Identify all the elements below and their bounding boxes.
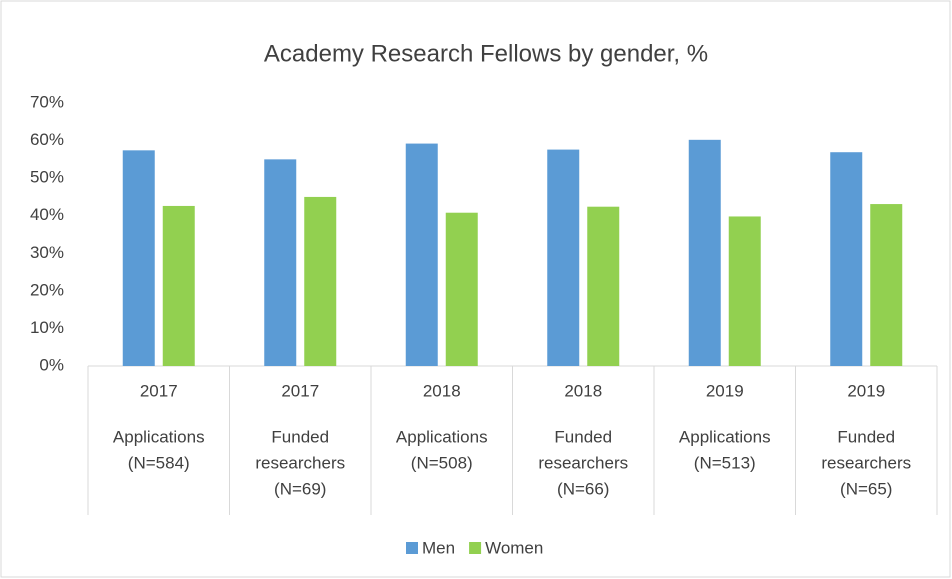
y-tick-label: 40% [30, 205, 64, 224]
x-tick-label: (N=69) [274, 479, 326, 498]
legend-swatch [406, 542, 418, 554]
y-tick-label: 50% [30, 168, 64, 187]
x-tick-label: Funded [837, 427, 895, 446]
x-tick-label: Applications [113, 427, 205, 446]
bar [405, 143, 438, 366]
x-tick-label: (N=584) [128, 453, 190, 472]
x-tick-label: Applications [679, 427, 771, 446]
x-tick-label: (N=508) [411, 453, 473, 472]
bar [264, 159, 297, 366]
x-tick-label: (N=65) [840, 479, 892, 498]
bar [587, 206, 620, 366]
x-tick-label: 2017 [140, 381, 178, 400]
y-tick-label: 60% [30, 130, 64, 149]
x-tick-label: Funded [554, 427, 612, 446]
bar [445, 212, 478, 366]
x-tick-label: researchers [821, 453, 911, 472]
bar [304, 196, 337, 366]
bar [728, 216, 761, 366]
y-tick-label: 70% [30, 92, 64, 111]
y-tick-label: 0% [39, 355, 64, 374]
bar [830, 152, 863, 366]
x-tick-label: Applications [396, 427, 488, 446]
x-tick-label: 2019 [706, 381, 744, 400]
bar [162, 205, 195, 366]
bar [870, 204, 903, 366]
x-tick-label: (N=66) [557, 479, 609, 498]
x-tick-label: researchers [538, 453, 628, 472]
bar [547, 149, 580, 366]
x-tick-label: 2017 [281, 381, 319, 400]
bar [122, 150, 155, 366]
x-tick-label: 2018 [564, 381, 602, 400]
legend-label: Women [485, 538, 543, 557]
x-tick-label: 2019 [847, 381, 885, 400]
y-tick-label: 20% [30, 280, 64, 299]
bar [688, 139, 721, 366]
x-tick-label: Funded [271, 427, 329, 446]
legend-label: Men [422, 538, 455, 557]
chart-title: Academy Research Fellows by gender, % [264, 40, 708, 67]
x-tick-label: 2018 [423, 381, 461, 400]
x-tick-label: (N=513) [694, 453, 756, 472]
x-tick-label: researchers [255, 453, 345, 472]
legend-swatch [469, 542, 482, 554]
y-tick-label: 30% [30, 243, 64, 262]
y-tick-label: 10% [30, 318, 64, 337]
